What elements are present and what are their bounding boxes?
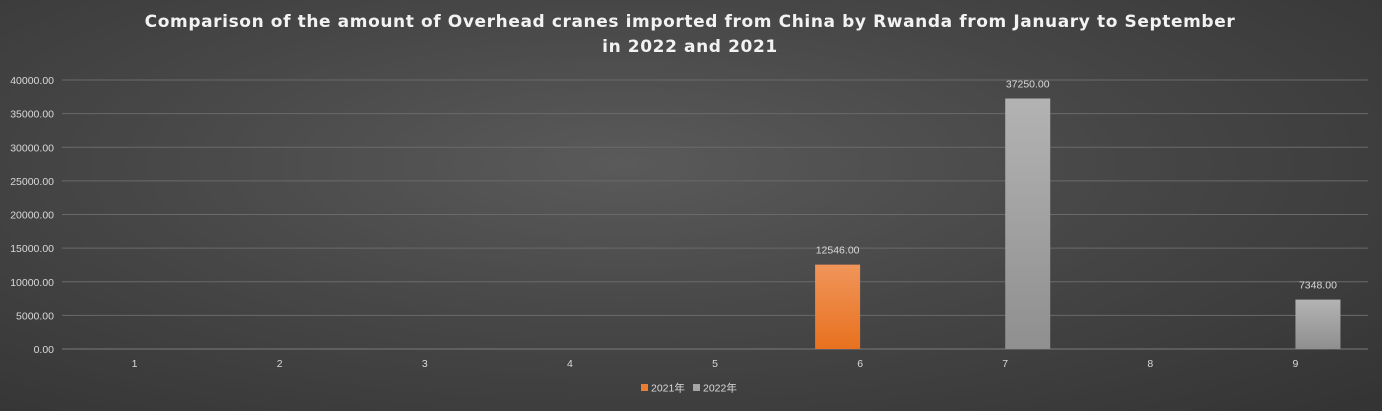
x-tick-label: 2 [277, 358, 283, 370]
data-label: 7348.00 [1299, 280, 1337, 292]
bar-series-2022-month-9 [1295, 299, 1341, 349]
x-tick-label: 9 [1293, 358, 1299, 370]
y-axis-tick-labels: 0.00 5000.00 10000.00 15000.00 20000.00 25000… [10, 75, 54, 356]
bars [815, 98, 1341, 350]
legend-swatch-2022 [693, 384, 700, 391]
y-tick-label: 0.00 [34, 344, 55, 356]
y-tick-label: 15000.00 [10, 243, 54, 255]
data-label: 37250.00 [1006, 78, 1050, 90]
x-tick-label: 7 [1002, 358, 1008, 370]
y-tick-label: 35000.00 [10, 109, 54, 121]
chart-title-line-2: in 2022 and 2021 [602, 37, 778, 57]
y-tick-label: 40000.00 [10, 75, 54, 87]
legend-label-2021: 2021年 [651, 382, 685, 395]
data-labels: 12546.00 37250.00 7348.00 [816, 78, 1337, 291]
chart-title: Comparison of the amount of Overhead cra… [0, 10, 1382, 60]
x-axis-tick-labels: 1 2 3 4 5 6 7 8 9 [132, 358, 1299, 370]
y-tick-label: 5000.00 [16, 310, 54, 322]
y-tick-label: 30000.00 [10, 142, 54, 154]
x-tick-label: 5 [712, 358, 718, 370]
y-tick-label: 10000.00 [10, 277, 54, 289]
y-tick-label: 20000.00 [10, 210, 54, 222]
legend-swatch-2021 [641, 384, 648, 391]
legend: 2021年 2022年 [641, 382, 737, 395]
x-tick-label: 3 [422, 358, 428, 370]
bar-series-2021-month-6 [815, 264, 861, 349]
data-label: 12546.00 [816, 245, 860, 257]
chart-title-line-1: Comparison of the amount of Overhead cra… [144, 12, 1236, 32]
x-tick-label: 1 [132, 358, 138, 370]
x-tick-label: 6 [857, 358, 863, 370]
x-tick-label: 4 [567, 358, 573, 370]
legend-label-2022: 2022年 [703, 382, 737, 395]
x-tick-label: 8 [1147, 358, 1153, 370]
bar-series-2022-month-7 [1005, 98, 1051, 350]
y-tick-label: 25000.00 [10, 176, 54, 188]
gridlines [62, 79, 1368, 350]
